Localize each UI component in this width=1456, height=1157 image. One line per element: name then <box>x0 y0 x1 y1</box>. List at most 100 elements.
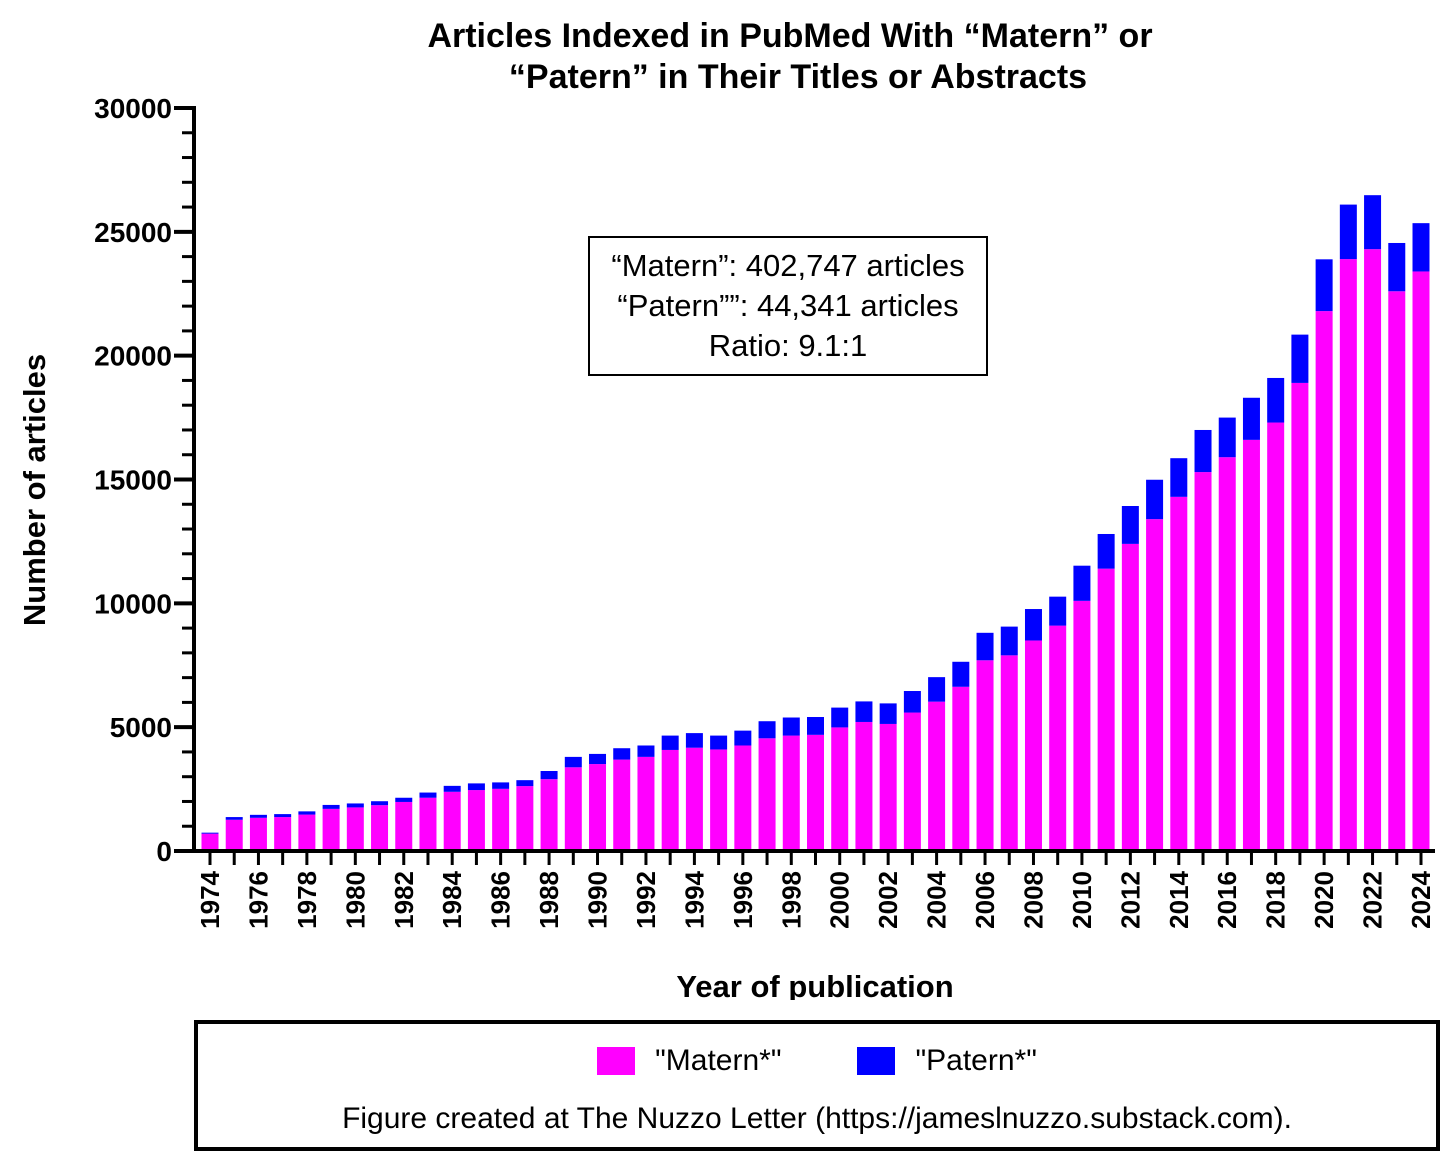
bar-matern-1986 <box>492 788 510 851</box>
bar-patern-1978 <box>298 811 316 815</box>
bar-matern-2012 <box>1121 543 1139 851</box>
legend-entry-patern: "Patern*" <box>857 1044 1037 1078</box>
bar-matern-1981 <box>371 805 389 851</box>
x-tick-label: 1998 <box>776 871 806 929</box>
x-tick-label: 1988 <box>534 871 564 929</box>
bar-patern-1974 <box>201 832 219 834</box>
bar-matern-1987 <box>516 786 534 851</box>
x-tick-label: 2018 <box>1261 871 1291 929</box>
bar-matern-2009 <box>1049 625 1067 851</box>
x-tick-label: 2002 <box>873 871 903 929</box>
legend-swatch-patern <box>857 1047 896 1075</box>
annotation-patern-total: “Patern””: 44,341 articles <box>617 288 958 323</box>
y-tick-label: 0 <box>156 836 172 867</box>
bar-matern-1994 <box>685 747 703 851</box>
bar-matern-2003 <box>903 712 921 851</box>
bar-patern-1981 <box>371 801 389 806</box>
bar-matern-2018 <box>1267 422 1285 851</box>
x-tick-label: 1992 <box>631 871 661 929</box>
x-tick-label: 2012 <box>1115 871 1145 929</box>
bar-patern-2023 <box>1388 242 1406 292</box>
bar-patern-2015 <box>1194 429 1212 473</box>
x-tick-label: 1984 <box>437 870 467 928</box>
bar-matern-2000 <box>831 727 849 851</box>
bar-patern-1989 <box>564 756 582 768</box>
bar-patern-2021 <box>1339 204 1357 260</box>
bar-matern-2010 <box>1073 600 1091 851</box>
bar-matern-2023 <box>1388 291 1406 851</box>
bar-matern-1984 <box>443 791 461 851</box>
bar-matern-2008 <box>1024 640 1042 851</box>
bar-patern-1992 <box>637 745 655 757</box>
bar-matern-2014 <box>1170 496 1188 851</box>
x-tick-label: 1986 <box>486 871 516 929</box>
figure-credit: Figure created at The Nuzzo Letter (http… <box>342 1102 1292 1135</box>
bar-matern-1995 <box>710 749 728 851</box>
bar-patern-2000 <box>831 707 849 728</box>
legend-label-patern: "Patern*" <box>915 1044 1037 1077</box>
y-axis: 0 5000 10000 15000 20000 25000 30000 <box>94 93 196 867</box>
y-tick-label: 25000 <box>94 217 172 248</box>
legend-box: "Matern*" "Patern*" Figure created at Th… <box>194 1020 1440 1151</box>
bar-patern-2012 <box>1121 506 1139 544</box>
chart-title-line-1: Articles Indexed in PubMed With “Matern”… <box>427 17 1152 55</box>
x-tick-label: 2016 <box>1212 871 1242 929</box>
bar-patern-1991 <box>613 748 631 760</box>
bar-patern-1985 <box>467 783 485 791</box>
bar-matern-1978 <box>298 814 316 851</box>
bar-matern-1992 <box>637 756 655 851</box>
bar-patern-2020 <box>1315 259 1333 312</box>
legend: "Matern*" "Patern*" <box>198 1044 1436 1078</box>
bar-patern-1977 <box>274 814 292 818</box>
bar-patern-2003 <box>903 691 921 713</box>
y-tick-label: 10000 <box>94 588 172 619</box>
bar-patern-1988 <box>540 771 558 780</box>
bar-patern-1980 <box>346 803 364 808</box>
bar-matern-2021 <box>1339 259 1357 852</box>
bar-matern-2001 <box>855 721 873 851</box>
bar-matern-2013 <box>1146 519 1164 851</box>
bar-matern-2022 <box>1364 249 1382 852</box>
bar-patern-2018 <box>1267 377 1285 423</box>
bar-matern-2011 <box>1097 568 1115 851</box>
bar-matern-2005 <box>952 686 970 851</box>
bar-patern-1987 <box>516 780 534 787</box>
chart-title-line-2: “Patern” in Their Titles or Abstracts <box>509 58 1087 96</box>
bar-matern-1989 <box>564 767 582 851</box>
bar-matern-1996 <box>734 745 752 851</box>
bar-patern-1997 <box>758 721 776 739</box>
x-tick-label: 2010 <box>1067 871 1097 929</box>
bar-matern-2020 <box>1315 311 1333 852</box>
bar-matern-1982 <box>395 801 413 851</box>
y-tick-label: 15000 <box>94 465 172 496</box>
bar-patern-1983 <box>419 792 437 798</box>
x-tick-label: 1996 <box>728 871 758 929</box>
bar-patern-2017 <box>1242 397 1260 440</box>
bar-patern-2010 <box>1073 565 1091 601</box>
bar-matern-1991 <box>613 759 631 851</box>
bar-patern-2007 <box>1000 626 1018 656</box>
bar-matern-1988 <box>540 779 558 851</box>
bar-matern-1997 <box>758 738 776 851</box>
bar-matern-2017 <box>1242 439 1260 851</box>
bar-matern-2015 <box>1194 472 1212 851</box>
x-tick-label: 1976 <box>243 871 273 929</box>
bar-matern-1990 <box>589 764 607 851</box>
bar-matern-2016 <box>1218 457 1236 851</box>
bar-matern-1985 <box>467 790 485 851</box>
bar-matern-1999 <box>807 734 824 851</box>
bar-patern-2008 <box>1024 609 1042 641</box>
bar-patern-2011 <box>1097 533 1115 569</box>
bar-matern-2002 <box>879 723 897 851</box>
x-tick-label: 1978 <box>292 871 322 929</box>
bar-matern-2019 <box>1291 382 1309 851</box>
bar-patern-2006 <box>976 632 994 661</box>
bar-patern-2009 <box>1049 596 1067 626</box>
bar-patern-1996 <box>734 730 752 746</box>
bar-patern-1979 <box>322 804 340 809</box>
x-tick-label: 2022 <box>1358 871 1388 929</box>
bar-matern-1983 <box>419 797 437 851</box>
bar-patern-2001 <box>855 701 873 722</box>
bar-patern-1984 <box>443 785 461 792</box>
x-tick-label: 1980 <box>340 871 370 929</box>
